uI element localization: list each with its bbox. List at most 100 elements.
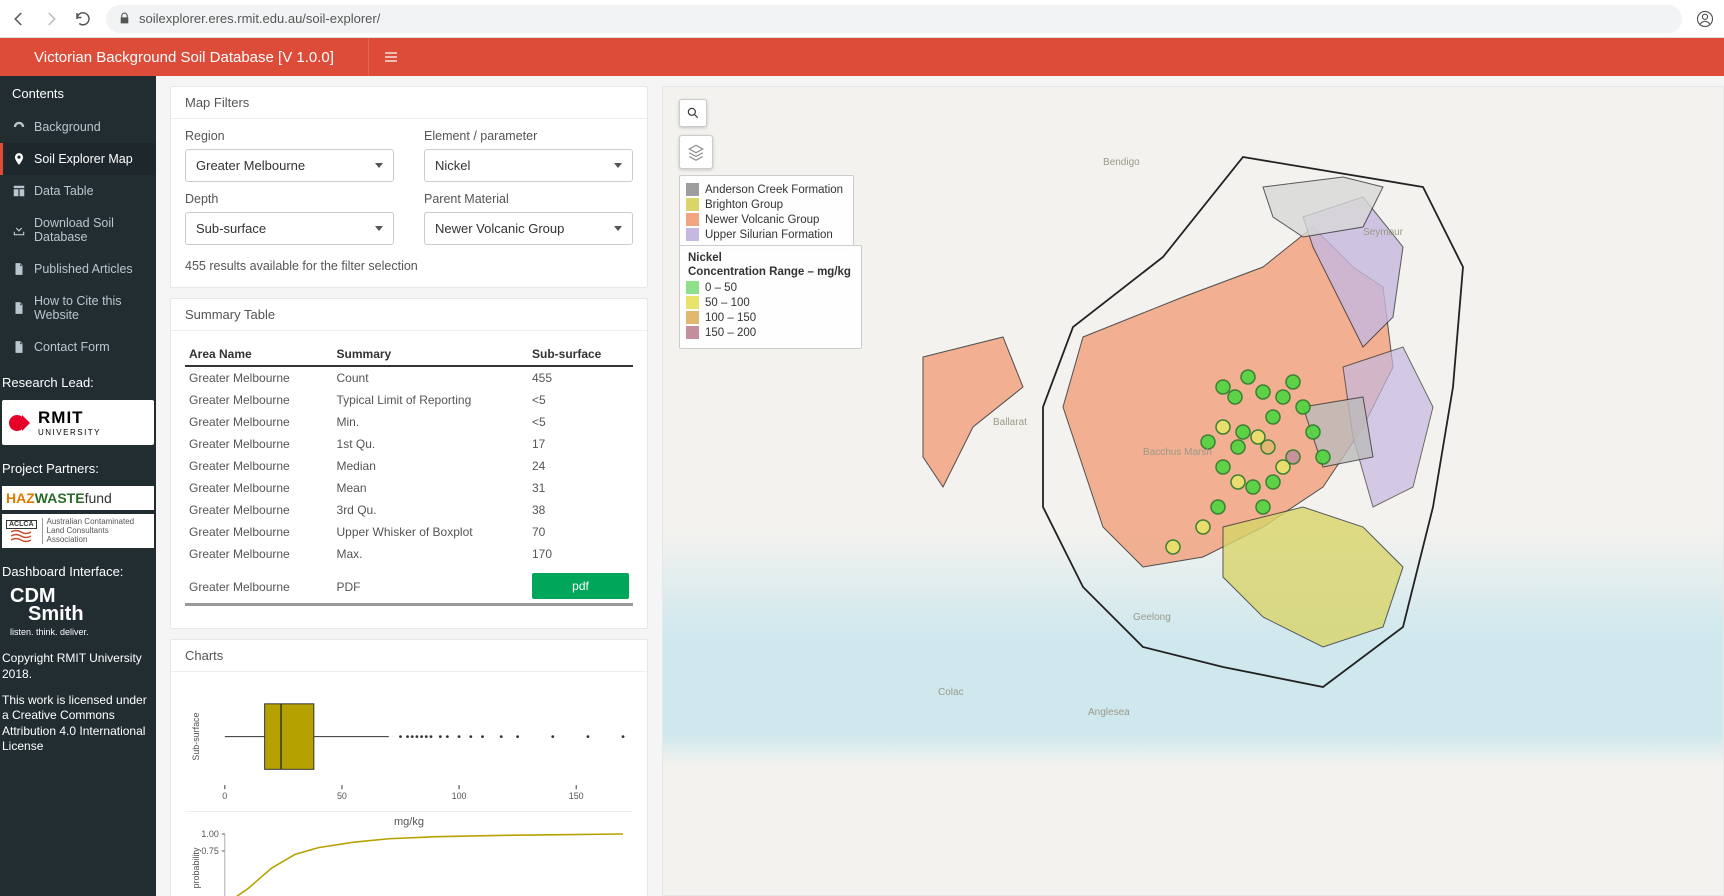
place-label: Ballarat	[993, 417, 1027, 428]
parent-select[interactable]: Newer Volcanic Group	[424, 212, 633, 245]
depth-label: Depth	[185, 192, 394, 206]
charts-panel: Charts 0 50 100 150 Sub-surface mg/kg 0.75 1.…	[170, 639, 648, 896]
sidebar-item-download-soil-database[interactable]: Download Soil Database	[0, 207, 156, 253]
table-row: Greater Melbourne3rd Qu.38	[185, 499, 633, 521]
sidebar-item-soil-explorer-map[interactable]: Soil Explorer Map	[0, 143, 156, 175]
table-row: Greater MelbourneMean31	[185, 477, 633, 499]
url-bar[interactable]: soilexplorer.eres.rmit.edu.au/soil-explo…	[106, 5, 1682, 33]
svg-text:100: 100	[452, 791, 467, 801]
sidebar-contents-label: Contents	[0, 76, 156, 111]
table-row: Greater MelbourneCount455	[185, 366, 633, 389]
sidebar-item-label: Contact Form	[34, 340, 110, 354]
svg-text:1.00: 1.00	[201, 829, 218, 839]
place-label: Geelong	[1133, 612, 1171, 623]
summary-table-panel: Summary Table Area NameSummarySub-surfac…	[170, 298, 648, 629]
table-header: Area Name	[185, 341, 333, 366]
svg-text:Sub-surface: Sub-surface	[191, 712, 201, 760]
file-icon	[12, 340, 26, 354]
table-row-pdf: Greater MelbournePDFpdf	[185, 565, 633, 605]
dashboard-interface-label: Dashboard Interface:	[0, 552, 156, 585]
svg-text:0.75: 0.75	[201, 846, 218, 856]
region-select[interactable]: Greater Melbourne	[185, 149, 394, 182]
rmit-icon	[8, 411, 32, 435]
table-header: Sub-surface	[528, 341, 633, 366]
summary-table-title: Summary Table	[171, 299, 647, 331]
map-filters-title: Map Filters	[171, 87, 647, 119]
sidebar: Contents Background Soil Explorer Map Data…	[0, 76, 156, 896]
boxplot-xlabel: mg/kg	[185, 816, 633, 828]
legend-row: 0 – 50	[686, 280, 851, 295]
table-row: Greater MelbourneMedian24	[185, 455, 633, 477]
caret-down-icon	[375, 226, 383, 231]
sidebar-item-label: Background	[34, 120, 101, 134]
partner-aclca: ACLCA Australian Contaminated Land Consu…	[2, 514, 154, 548]
forward-icon[interactable]	[42, 10, 60, 28]
sidebar-item-background[interactable]: Background	[0, 111, 156, 143]
sidebar-item-label: Data Table	[34, 184, 94, 198]
legend-row: Anderson Creek Formation	[686, 182, 843, 197]
copyright-text-2: This work is licensed under a Creative C…	[0, 685, 156, 757]
legend-row: Upper Silurian Formation	[686, 227, 843, 242]
reload-icon[interactable]	[74, 10, 92, 28]
boxplot-chart: 0 50 100 150 Sub-surface	[185, 682, 633, 812]
app-title: Victorian Background Soil Database [V 1.…	[0, 38, 368, 76]
research-lead-label: Research Lead:	[0, 363, 156, 396]
project-partners-label: Project Partners:	[0, 449, 156, 482]
sidebar-item-how-to-cite-this-website[interactable]: How to Cite this Website	[0, 285, 156, 331]
depth-select[interactable]: Sub-surface	[185, 212, 394, 245]
map-panel[interactable]: Anderson Creek FormationBrighton GroupNe…	[662, 86, 1724, 896]
svg-text:0: 0	[222, 791, 227, 801]
legend-row: Brighton Group	[686, 197, 843, 212]
sidebar-item-label: Published Articles	[34, 262, 133, 276]
copyright-text-1: Copyright RMIT University 2018.	[0, 643, 156, 684]
place-label: Bendigo	[1103, 157, 1140, 168]
svg-text:150: 150	[569, 791, 584, 801]
profile-icon[interactable]	[1696, 10, 1714, 28]
dashboard-icon	[12, 120, 26, 134]
table-row: Greater MelbourneMin.<5	[185, 411, 633, 433]
sidebar-item-data-table[interactable]: Data Table	[0, 175, 156, 207]
place-label: Anglesea	[1088, 707, 1130, 718]
formations-legend: Anderson Creek FormationBrighton GroupNe…	[679, 175, 854, 249]
table-row: Greater MelbourneMax.170	[185, 543, 633, 565]
sidebar-item-label: Soil Explorer Map	[34, 152, 133, 166]
back-icon[interactable]	[10, 10, 28, 28]
pdf-button[interactable]: pdf	[532, 573, 629, 599]
url-text: soilexplorer.eres.rmit.edu.au/soil-explo…	[139, 11, 380, 26]
table-row: Greater MelbourneTypical Limit of Report…	[185, 389, 633, 411]
pin-icon	[12, 152, 26, 166]
table-icon	[12, 184, 26, 198]
legend-row: Newer Volcanic Group	[686, 212, 843, 227]
results-count-text: 455 results available for the filter sel…	[185, 255, 633, 273]
element-select[interactable]: Nickel	[424, 149, 633, 182]
caret-down-icon	[614, 226, 622, 231]
sidebar-item-label: Download Soil Database	[34, 216, 144, 244]
summary-table: Area NameSummarySub-surface Greater Melb…	[185, 341, 633, 614]
browser-chrome: soilexplorer.eres.rmit.edu.au/soil-explo…	[0, 0, 1724, 38]
hamburger-button[interactable]	[368, 38, 414, 76]
charts-title: Charts	[171, 640, 647, 672]
table-header: Summary	[333, 341, 528, 366]
sidebar-item-contact-form[interactable]: Contact Form	[0, 331, 156, 363]
place-label: Seymour	[1363, 227, 1403, 238]
file-icon	[12, 301, 26, 315]
sidebar-item-label: How to Cite this Website	[34, 294, 144, 322]
map-search-button[interactable]	[679, 99, 707, 127]
rmit-logo: RMITUNIVERSITY	[2, 400, 154, 445]
legend-row: 100 – 150	[686, 310, 851, 325]
download-icon	[12, 223, 26, 237]
legend-row: 50 – 100	[686, 295, 851, 310]
place-label: Bacchus Marsh	[1143, 447, 1212, 458]
legend-row: 150 – 200	[686, 325, 851, 340]
app-header: Victorian Background Soil Database [V 1.…	[0, 38, 1724, 76]
svg-text:50: 50	[337, 791, 347, 801]
map-layers-button[interactable]	[679, 135, 713, 169]
concentration-legend: Nickel Concentration Range – mg/kg 0 – 5…	[679, 245, 862, 349]
legend-title: Nickel	[686, 252, 851, 266]
caret-down-icon	[614, 163, 622, 168]
legend-subtitle: Concentration Range – mg/kg	[686, 266, 851, 280]
table-row: Greater Melbourne1st Qu.17	[185, 433, 633, 455]
sidebar-item-published-articles[interactable]: Published Articles	[0, 253, 156, 285]
cdm-logo: CDM Smith listen. think. deliver.	[0, 585, 156, 643]
map-filters-panel: Map Filters Region Greater Melbourne Ele…	[170, 86, 648, 288]
